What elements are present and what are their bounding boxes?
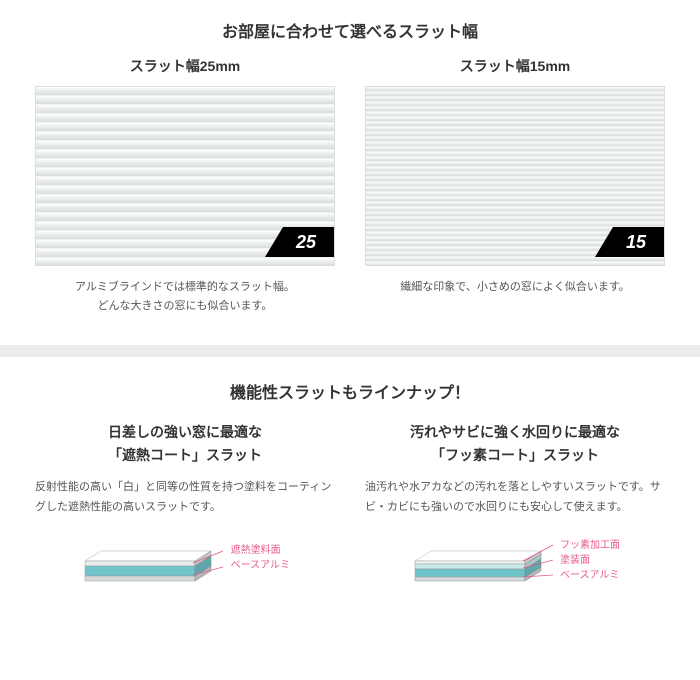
heat-heading-l2: 「遮熱コート」スラット (35, 444, 335, 466)
caption-15: 繊細な印象で、小さめの窓によく似合います。 (365, 278, 665, 297)
label-fluo-0: フッ素加工面 (560, 538, 620, 553)
fluorine-heading-l2: 「フッ素コート」スラット (365, 444, 665, 466)
slat-25-col: スラット幅25mm 25 アルミブラインドでは標準的なスラット幅。 どんな大きさ… (35, 56, 335, 315)
caption-25-l2: どんな大きさの窓にも似合います。 (35, 297, 335, 316)
functional-row: 日差しの強い窓に最適な 「遮熱コート」スラット 反射性能の高い「白」と同等の性質… (0, 421, 700, 612)
heat-labels: 遮熱塗料面 ベースアルミ (231, 543, 290, 573)
heat-coat-diagram: 遮熱塗料面 ベースアルミ (75, 533, 295, 613)
section2-title: 機能性スラットもラインナップ！ (0, 357, 700, 421)
slat-25-image: 25 (35, 86, 335, 266)
label-fluo-2: ベースアルミ (560, 568, 620, 583)
slat-15-image: 15 (365, 86, 665, 266)
slat-15-col: スラット幅15mm 15 繊細な印象で、小さめの窓によく似合います。 (365, 56, 665, 315)
fluorine-coat-diagram: フッ素加工面 塗装面 ベースアルミ (405, 533, 625, 613)
caption-15-l1: 繊細な印象で、小さめの窓によく似合います。 (365, 278, 665, 297)
fluorine-coat-heading: 汚れやサビに強く水回りに最適な 「フッ素コート」スラット (365, 421, 665, 466)
heat-coat-heading: 日差しの強い窓に最適な 「遮熱コート」スラット (35, 421, 335, 466)
label-heat-1: ベースアルミ (231, 558, 290, 573)
heat-coat-col: 日差しの強い窓に最適な 「遮熱コート」スラット 反射性能の高い「白」と同等の性質… (35, 421, 335, 612)
heat-heading-l1: 日差しの強い窓に最適な (35, 421, 335, 443)
section1-title: お部屋に合わせて選べるスラット幅 (0, 0, 700, 56)
fluorine-coat-col: 汚れやサビに強く水回りに最適な 「フッ素コート」スラット 油汚れや水アカなどの汚… (365, 421, 665, 612)
fluorine-heading-l1: 汚れやサビに強く水回りに最適な (365, 421, 665, 443)
label-fluo-1: 塗装面 (560, 553, 620, 568)
slat-15-title: スラット幅15mm (365, 56, 665, 76)
fluorine-coat-desc: 油汚れや水アカなどの汚れを落としやすいスラットです。サビ・カビにも強いので水回り… (365, 478, 665, 518)
fluorine-labels: フッ素加工面 塗装面 ベースアルミ (560, 538, 620, 583)
slat-25-title: スラット幅25mm (35, 56, 335, 76)
caption-25: アルミブラインドでは標準的なスラット幅。 どんな大きさの窓にも似合います。 (35, 278, 335, 315)
caption-25-l1: アルミブラインドでは標準的なスラット幅。 (35, 278, 335, 297)
slat-width-row: スラット幅25mm 25 アルミブラインドでは標準的なスラット幅。 どんな大きさ… (0, 56, 700, 315)
divider-band (0, 345, 700, 357)
heat-coat-desc: 反射性能の高い「白」と同等の性質を持つ塗料をコーティングした遮熱性能の高いスラッ… (35, 478, 335, 518)
label-heat-0: 遮熱塗料面 (231, 543, 290, 558)
